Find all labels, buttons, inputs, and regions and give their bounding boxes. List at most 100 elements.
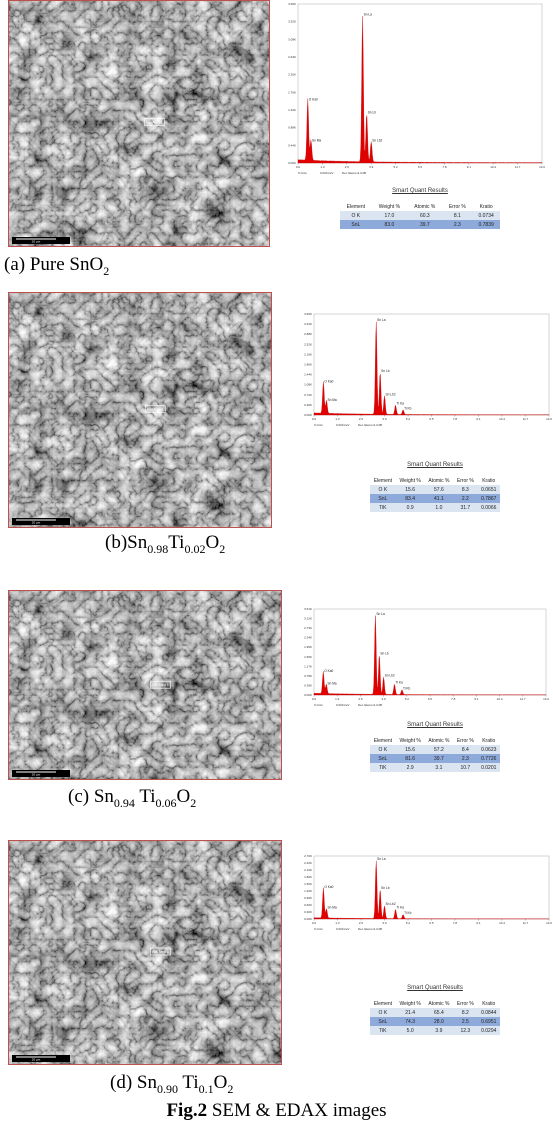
table-cell: 2.2 [453, 494, 477, 503]
peak-label: Sn Ma [327, 398, 336, 402]
plot-frame [314, 609, 546, 695]
peak-label: Ti Kb [403, 686, 411, 690]
plot-frame [314, 856, 549, 919]
caption-text: (b)Sn [105, 532, 147, 553]
y-tick-label: 1.80K [304, 363, 312, 367]
x-tick-label: 1.3 [335, 921, 340, 925]
scale-label: 20 µm [32, 521, 41, 525]
caption-subscript: 2 [190, 796, 196, 810]
peak-label: Sn Ma [327, 682, 336, 686]
table-cell: 2.3 [453, 754, 477, 763]
table-cell: 39.7 [407, 220, 442, 229]
peak-label: O Ka0 [324, 885, 333, 889]
caption-text: Ti [135, 786, 156, 807]
y-tick-label: 0.78K [304, 674, 312, 678]
x-tick-label: 3.9 [382, 697, 387, 701]
x-tick-label: 9.1 [474, 697, 479, 701]
sem-image: Full Area 1 20 µm [8, 292, 272, 528]
scale-bar-bg [12, 1055, 70, 1062]
y-tick-label: 1.76K [288, 90, 296, 94]
y-tick-label: 2.73K [304, 626, 312, 630]
area-label: Full Area 1 [146, 121, 163, 125]
table-cell: 60.3 [407, 211, 442, 220]
table-cell: 17.0 [372, 211, 408, 220]
peak-label: Sn Lb [381, 886, 390, 890]
header-cell: Error % [453, 736, 477, 745]
results-table: ElementWeight %Atomic %Error %KratioO K2… [370, 999, 500, 1035]
caption-subscript: 0.1 [199, 1082, 214, 1096]
quant-table: Smart Quant ResultsElementWeight %Atomic… [370, 462, 500, 512]
caption-text: Ti [168, 532, 184, 553]
x-tick-label: 2.6 [345, 165, 350, 169]
area-label: Full Area 1 [152, 950, 169, 954]
peak-label: Sn La [376, 612, 385, 616]
x-tick-label: 1.3 [335, 417, 340, 421]
table-cell: 8.2 [453, 1008, 477, 1017]
table-cell: 83.4 [396, 494, 425, 503]
caption-subscript: 0.02 [184, 542, 205, 556]
table-cell: TiK [370, 763, 396, 772]
quant-table: Smart Quant ResultsElementWeight %Atomic… [340, 188, 500, 229]
peak-label: Sn Ma [312, 139, 321, 143]
figure-caption: Fig.2 SEM & EDAX images [0, 1100, 553, 1122]
table-cell: 1.0 [425, 503, 454, 512]
table-cell: 8.4 [453, 745, 477, 754]
panel-caption: (d) Sn0.90 Ti0.1O2 [110, 1072, 233, 1097]
caption-subscript: 0.06 [156, 796, 177, 810]
spectrum-footer: 0 Cnts [314, 927, 323, 931]
edax-spectrum: 2.70K2.40K2.10K1.80K1.50K1.20K0.90K0.60K… [300, 852, 553, 932]
table-cell: 57.6 [425, 485, 454, 494]
spectrum-footer: 0.000 keV [320, 171, 334, 175]
spectrum-footer: Det: Element C2B [358, 423, 382, 427]
table-cell: 8.3 [453, 485, 477, 494]
table-cell: SnL [370, 754, 396, 763]
spectrum-footer: Det: Element C2B [342, 171, 366, 175]
table-cell: 74.3 [396, 1017, 425, 1026]
x-tick-label: 0.0 [296, 165, 301, 169]
y-tick-label: 1.95K [304, 645, 312, 649]
x-tick-label: 0.0 [312, 697, 317, 701]
table-cell: 0.0651 [477, 485, 500, 494]
sem-detail [8, 840, 282, 1065]
quant-table: Smart Quant ResultsElementWeight %Atomic… [370, 985, 500, 1035]
y-tick-label: 3.12K [304, 617, 312, 621]
y-tick-label: 1.80K [304, 875, 312, 879]
results-table: ElementWeight %Atomic %Error %KratioO K1… [370, 736, 500, 772]
table-cell: O K [370, 1008, 396, 1017]
caption-text: Ti [178, 1072, 199, 1093]
peak-label: Ti Ka [397, 906, 405, 910]
y-tick-label: 0.60K [304, 903, 312, 907]
scale-bar-bg [12, 770, 70, 777]
x-tick-label: 7.8 [453, 417, 458, 421]
y-tick-label: 2.64K [288, 55, 296, 59]
x-tick-label: 5.2 [406, 417, 411, 421]
table-cell: 65.4 [425, 1008, 454, 1017]
figure-label: Fig.2 [166, 1100, 207, 1121]
y-tick-label: 0.36K [304, 403, 312, 407]
table-cell: 0.0294 [477, 1026, 500, 1035]
y-tick-label: 0.30K [304, 910, 312, 914]
caption-subscript: 0.98 [147, 542, 168, 556]
caption-text: O [205, 532, 219, 553]
x-tick-label: 11.7 [523, 417, 529, 421]
x-tick-label: 0.0 [312, 921, 317, 925]
x-tick-label: 10.4 [499, 417, 505, 421]
header-row: ElementWeight %Atomic %Error %Kratio [370, 476, 500, 485]
header-cell: Weight % [396, 736, 425, 745]
x-tick-label: 5.2 [405, 697, 410, 701]
caption-text: (d) Sn [110, 1072, 157, 1093]
area-label: Full Area 1 [147, 407, 164, 411]
x-tick-label: 2.6 [358, 697, 363, 701]
header-cell: Weight % [396, 476, 425, 485]
table-title: Smart Quant Results [340, 188, 500, 194]
x-tick-label: 7.8 [453, 921, 458, 925]
table-row: TiK0.91.031.70.0066 [370, 503, 500, 512]
table-cell: 15.6 [396, 485, 425, 494]
y-tick-label: 0.44K [288, 143, 296, 147]
table-cell: 41.1 [425, 494, 454, 503]
sem-image: Full Area 120 µm [8, 590, 282, 780]
peak-label: Sn La [377, 318, 386, 322]
x-tick-label: 0.0 [312, 417, 317, 421]
